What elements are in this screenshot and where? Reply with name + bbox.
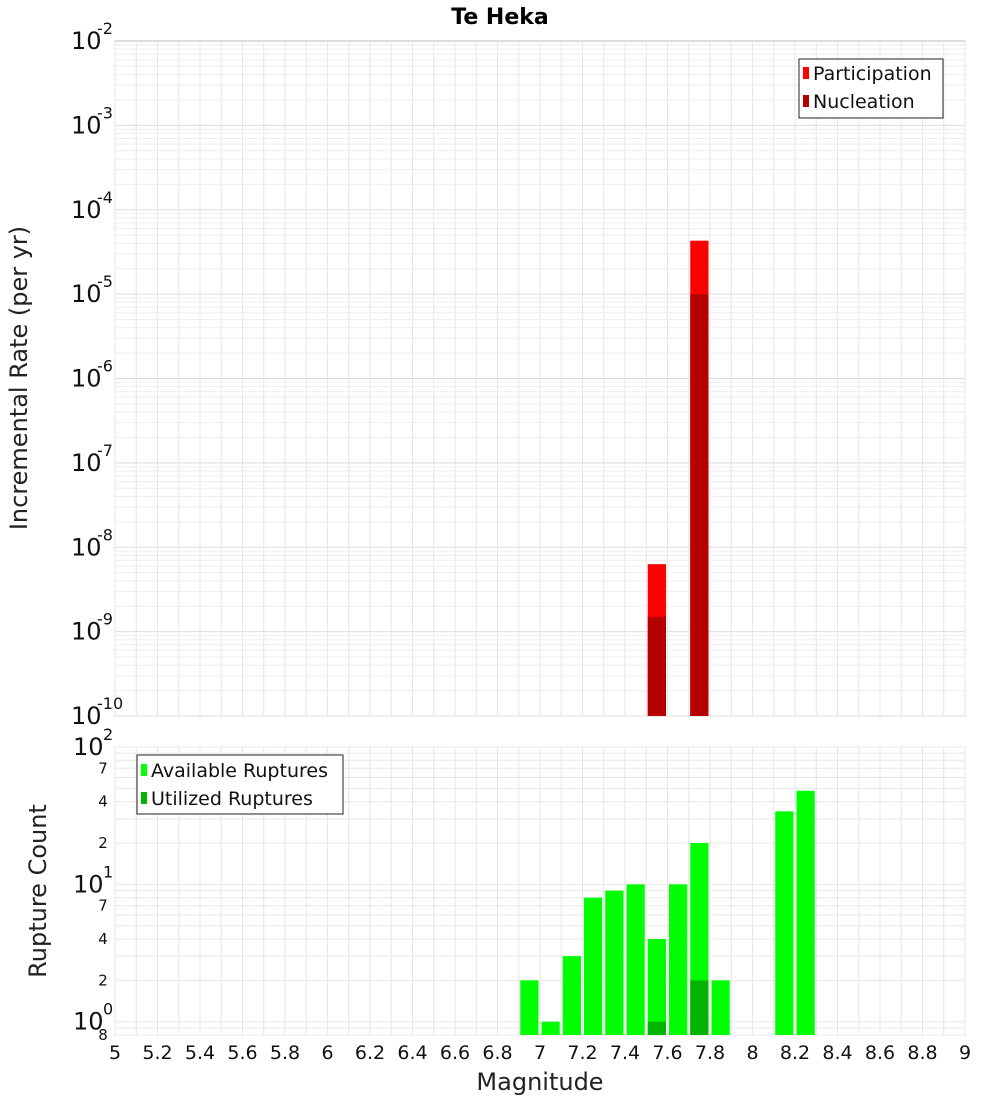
x-tick-label: 7.4 — [610, 1042, 640, 1064]
x-tick-label: 5 — [109, 1042, 121, 1064]
rate-y-tick-exponent: -4 — [97, 188, 113, 207]
count-y-minor-tick-label: 4 — [98, 793, 108, 811]
x-tick-label: 6 — [321, 1042, 333, 1064]
x-tick-label: 5.6 — [227, 1042, 257, 1064]
rate-y-tick-exponent: -3 — [97, 103, 113, 122]
count-x-ticks: 5 5.2 5.4 5.6 5.8 6 6.2 6.4 6.6 6.8 7 7.2 7.4 7.6 7.8 8… — [109, 1042, 971, 1064]
x-tick-label: 7.6 — [652, 1042, 682, 1064]
count-legend-box — [136, 754, 344, 815]
rate-bars — [647, 240, 709, 717]
rate-y-tick-label: 10 — [71, 618, 102, 646]
x-tick-label: 7.2 — [567, 1042, 597, 1064]
nucleation-legend-swatch — [803, 95, 809, 107]
nucleation-bar — [647, 616, 666, 716]
rate-y-tick-exponent: -5 — [97, 272, 113, 291]
count-y-tick-exponent: 0 — [103, 1000, 113, 1019]
count-y-tick-exponent: 1 — [103, 862, 113, 881]
x-tick-label: 6.6 — [440, 1042, 470, 1064]
participation-legend-label: Participation — [813, 63, 932, 85]
count-y-axis-label: Rupture Count — [24, 804, 52, 978]
rate-y-tick-label: 10 — [71, 27, 102, 55]
rate-y-tick-label: 10 — [71, 533, 102, 561]
available-ruptures-bar — [541, 1021, 560, 1035]
utilized-ruptures-bar — [647, 1021, 666, 1035]
count-y-minor-tick-label: 7 — [98, 897, 108, 915]
available-ruptures-bar — [562, 956, 581, 1035]
rate-y-tick-exponent: -8 — [97, 525, 113, 544]
utilized-legend-label: Utilized Ruptures — [151, 788, 313, 810]
rate-y-tick-exponent: -2 — [97, 19, 113, 38]
x-tick-label: 6.4 — [397, 1042, 427, 1064]
x-tick-label: 5.4 — [185, 1042, 215, 1064]
rate-y-tick-label: 10 — [71, 702, 102, 730]
available-ruptures-bar — [584, 897, 603, 1035]
available-ruptures-bar — [605, 890, 624, 1035]
count-bars — [520, 790, 815, 1035]
x-tick-label: 9 — [959, 1042, 971, 1064]
count-y-tick-label: 10 — [73, 870, 104, 898]
count-y-tick-label: 10 — [73, 733, 104, 761]
count-y-tick-exponent: 2 — [103, 725, 113, 744]
count-legend: Available Ruptures Utilized Ruptures — [136, 754, 344, 815]
x-tick-label: 7.8 — [695, 1042, 725, 1064]
available-ruptures-bar — [796, 790, 815, 1035]
rate-y-tick-label: 10 — [71, 196, 102, 224]
x-tick-label: 8 — [746, 1042, 758, 1064]
x-tick-label: 6.2 — [355, 1042, 385, 1064]
x-tick-label: 8.4 — [822, 1042, 852, 1064]
x-tick-label: 6.8 — [482, 1042, 512, 1064]
count-y-minor-tick-label: 2 — [98, 971, 108, 989]
x-tick-label: 8.6 — [865, 1042, 895, 1064]
count-y-tick-label: 10 — [73, 1008, 104, 1036]
rate-y-tick-label: 10 — [71, 111, 102, 139]
rate-y-tick-exponent: -10 — [97, 694, 123, 713]
utilized-ruptures-bar — [690, 980, 709, 1035]
available-ruptures-bar — [711, 980, 730, 1035]
x-tick-label: 8.8 — [907, 1042, 937, 1064]
rate-legend: Participation Nucleation — [798, 58, 944, 119]
rate-y-tick-exponent: -9 — [97, 610, 113, 629]
count-y-minor-tick-label: 4 — [98, 930, 108, 948]
chart-title: Te Heka — [451, 5, 548, 30]
x-tick-label: 5.8 — [270, 1042, 300, 1064]
rate-grid — [114, 41, 966, 717]
available-legend-swatch — [141, 764, 147, 776]
available-ruptures-bar — [626, 884, 645, 1035]
nucleation-bar — [690, 294, 709, 716]
count-y-minor-tick-label: 2 — [98, 834, 108, 852]
available-ruptures-bar — [520, 980, 539, 1035]
x-axis-label: Magnitude — [476, 1068, 603, 1096]
available-ruptures-bar — [669, 884, 688, 1035]
count-y-minor-tick-label: 8 — [98, 1026, 108, 1044]
rate-y-axis-label: Incremental Rate (per yr) — [5, 226, 33, 530]
rate-y-tick-exponent: -6 — [97, 357, 113, 376]
rate-legend-box — [798, 58, 944, 119]
participation-legend-swatch — [803, 67, 809, 79]
x-tick-label: 7 — [534, 1042, 546, 1064]
nucleation-legend-label: Nucleation — [813, 91, 915, 113]
x-tick-label: 5.2 — [142, 1042, 172, 1064]
available-ruptures-bar — [647, 939, 666, 1035]
available-legend-label: Available Ruptures — [151, 760, 328, 782]
count-y-minor-tick-label: 7 — [98, 759, 108, 777]
rate-y-tick-exponent: -7 — [97, 441, 113, 460]
rate-y-tick-label: 10 — [71, 280, 102, 308]
utilized-legend-swatch — [141, 792, 147, 804]
rate-y-tick-label: 10 — [71, 449, 102, 477]
available-ruptures-bar — [775, 811, 794, 1035]
rate-y-tick-label: 10 — [71, 365, 102, 393]
x-tick-label: 8.2 — [780, 1042, 810, 1064]
